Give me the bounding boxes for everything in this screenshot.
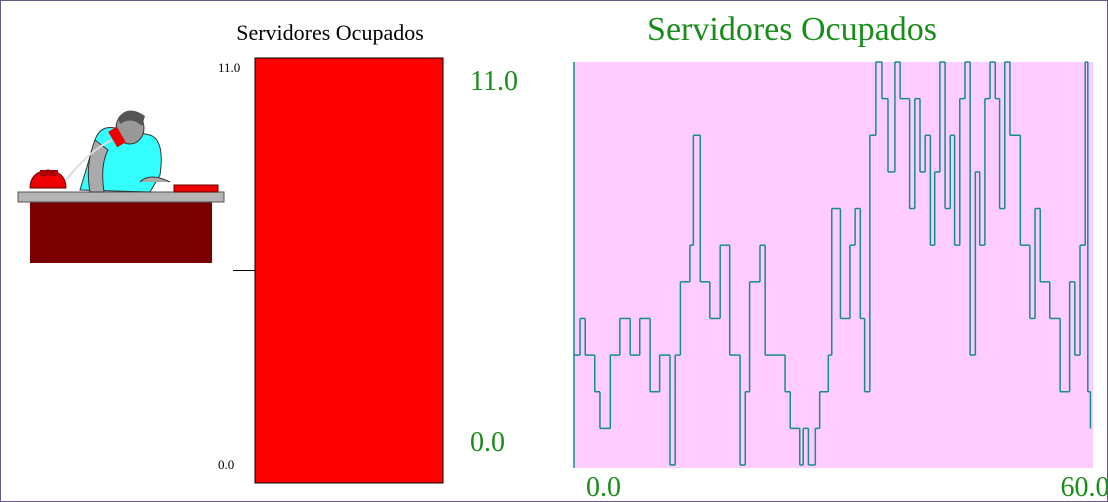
x-tick-label: 0.0 bbox=[586, 472, 621, 502]
plot-title: Servidores Ocupados bbox=[647, 11, 937, 48]
y-tick-label: 0.0 bbox=[218, 457, 234, 472]
level-title: Servidores Ocupados bbox=[236, 20, 424, 45]
level-bar bbox=[255, 58, 443, 483]
y-tick-label: 0.0 bbox=[470, 427, 505, 458]
page: Servidores Ocupados Servidores Ocupados … bbox=[0, 0, 1108, 502]
simulation-view: Servidores Ocupados Servidores Ocupados … bbox=[0, 0, 1108, 502]
y-tick-label: 11.0 bbox=[470, 66, 518, 97]
x-tick-label: 60.0 bbox=[1061, 472, 1108, 502]
plot-area bbox=[574, 62, 1093, 468]
y-tick-label: 11.0 bbox=[218, 60, 240, 75]
